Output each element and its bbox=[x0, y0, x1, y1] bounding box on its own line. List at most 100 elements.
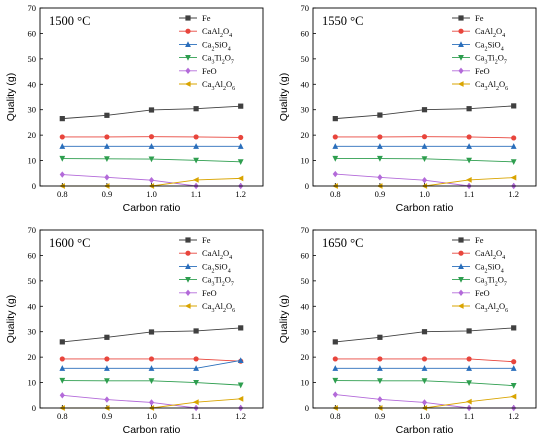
y-tick-label: 60 bbox=[301, 250, 310, 260]
legend-marker bbox=[458, 289, 464, 296]
y-tick-label: 0 bbox=[305, 403, 309, 413]
data-point bbox=[148, 378, 155, 384]
data-point bbox=[238, 103, 244, 109]
legend-marker bbox=[185, 67, 191, 74]
y-tick-label: 0 bbox=[32, 403, 36, 413]
x-axis-title: Carbon ratio bbox=[396, 424, 454, 436]
data-point bbox=[421, 329, 428, 335]
y-tick-label: 70 bbox=[28, 3, 37, 13]
legend-label: Ca2SiO4 bbox=[202, 261, 231, 274]
x-tick-label: 1.2 bbox=[508, 411, 519, 421]
data-point bbox=[104, 334, 110, 340]
y-tick-label: 60 bbox=[28, 28, 37, 38]
y-tick-label: 40 bbox=[28, 79, 37, 89]
data-point bbox=[510, 159, 517, 166]
x-tick-label: 1.2 bbox=[235, 189, 246, 199]
legend-marker bbox=[458, 41, 464, 47]
x-tick-label: 0.9 bbox=[102, 189, 113, 199]
legend-marker bbox=[184, 303, 191, 309]
y-tick-label: 30 bbox=[28, 105, 37, 115]
data-point bbox=[511, 325, 517, 331]
data-point bbox=[511, 103, 517, 109]
legend-label: Ca2SiO4 bbox=[475, 39, 504, 52]
data-point bbox=[466, 106, 472, 112]
legend-label: Fe bbox=[475, 13, 484, 23]
data-point bbox=[421, 107, 428, 113]
data-point bbox=[237, 143, 244, 149]
y-tick-label: 10 bbox=[28, 378, 37, 388]
data-point bbox=[59, 171, 65, 178]
data-point bbox=[238, 325, 244, 331]
legend-label: Ca3Ti2O7 bbox=[202, 275, 234, 288]
data-point bbox=[59, 339, 65, 345]
data-point bbox=[332, 170, 338, 178]
legend-marker bbox=[458, 250, 464, 256]
data-point bbox=[237, 175, 244, 182]
legend-marker bbox=[185, 263, 191, 269]
legend-label: CaAl2O4 bbox=[475, 26, 505, 39]
temperature-label: 1600 °C bbox=[49, 236, 90, 250]
y-tick-label: 70 bbox=[301, 3, 310, 13]
legend-label: FeO bbox=[202, 66, 217, 76]
legend-label: FeO bbox=[475, 288, 490, 298]
data-point bbox=[421, 356, 428, 362]
legend-marker bbox=[185, 41, 191, 47]
data-point bbox=[510, 174, 517, 181]
legend-label: Ca3Ti2O7 bbox=[475, 275, 507, 288]
data-point bbox=[104, 396, 110, 403]
legend-label: Ca3Al2O6 bbox=[475, 301, 508, 314]
legend-marker bbox=[185, 28, 191, 34]
data-point bbox=[59, 392, 65, 399]
y-tick-label: 10 bbox=[28, 156, 37, 166]
x-tick-label: 1.1 bbox=[464, 411, 475, 421]
x-tick-label: 1.2 bbox=[508, 189, 519, 199]
data-point bbox=[511, 359, 517, 365]
data-point bbox=[104, 134, 110, 140]
y-tick-label: 50 bbox=[301, 54, 310, 64]
data-point bbox=[104, 156, 110, 162]
data-point bbox=[377, 155, 383, 162]
y-tick-label: 0 bbox=[305, 181, 309, 191]
axis-frame bbox=[39, 7, 264, 187]
data-point bbox=[377, 134, 383, 140]
y-tick-label: 20 bbox=[301, 130, 310, 140]
data-point bbox=[193, 356, 199, 362]
data-point bbox=[465, 398, 472, 405]
temperature-label: 1650 °C bbox=[322, 236, 363, 250]
legend-label: Fe bbox=[202, 235, 211, 245]
x-tick-label: 0.8 bbox=[330, 411, 341, 421]
legend-marker bbox=[458, 15, 464, 21]
data-point bbox=[511, 135, 517, 141]
x-axis-title: Carbon ratio bbox=[123, 202, 181, 214]
data-point bbox=[148, 107, 155, 113]
y-tick-label: 0 bbox=[32, 181, 36, 191]
data-point bbox=[104, 356, 110, 362]
data-point bbox=[59, 134, 65, 140]
data-point bbox=[465, 176, 472, 183]
x-tick-label: 1.0 bbox=[419, 411, 430, 421]
data-point bbox=[193, 328, 199, 334]
legend-label: Fe bbox=[202, 13, 211, 23]
x-tick-label: 0.9 bbox=[375, 189, 386, 199]
data-point bbox=[421, 143, 428, 149]
y-tick-label: 70 bbox=[28, 225, 37, 235]
data-point bbox=[377, 356, 383, 362]
legend-label: Fe bbox=[475, 235, 484, 245]
y-axis-title: Quality (g) bbox=[278, 73, 290, 121]
legend-label: Ca3Ti2O7 bbox=[475, 53, 507, 66]
y-axis-title: Quality (g) bbox=[278, 295, 290, 343]
legend-label: CaAl2O4 bbox=[202, 26, 232, 39]
data-point bbox=[466, 328, 472, 334]
data-point bbox=[332, 155, 339, 162]
data-point bbox=[59, 356, 65, 362]
x-tick-label: 0.9 bbox=[375, 411, 386, 421]
legend-marker bbox=[185, 250, 191, 256]
data-point bbox=[466, 365, 472, 371]
legend-marker bbox=[185, 15, 191, 21]
legend-label: Ca2SiO4 bbox=[475, 261, 504, 274]
data-point bbox=[59, 155, 66, 162]
data-point bbox=[104, 143, 110, 149]
legend-label: Ca3Al2O6 bbox=[475, 79, 508, 92]
y-tick-label: 40 bbox=[301, 79, 310, 89]
legend-marker bbox=[458, 263, 464, 269]
